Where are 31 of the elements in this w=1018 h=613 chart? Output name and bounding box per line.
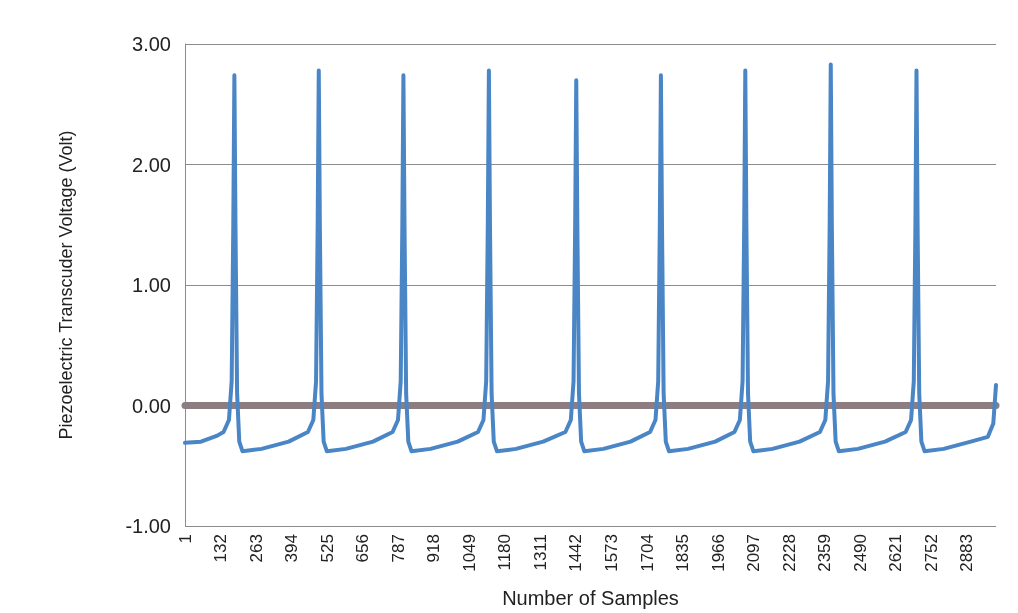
x-tick-label: 2097 [744, 534, 764, 572]
x-tick-label: 1966 [708, 534, 728, 572]
x-axis-title: Number of Samples [502, 587, 679, 609]
x-tick-label: 263 [246, 534, 266, 563]
x-tick-label: 525 [317, 534, 337, 563]
x-tick-label: 2359 [815, 534, 835, 572]
x-tick-label: 2621 [886, 534, 906, 572]
x-tick-label: 1180 [495, 534, 515, 571]
line-series [183, 62, 998, 454]
x-tick-label: 2752 [921, 534, 941, 572]
x-tick-label: 132 [211, 534, 231, 563]
x-tick-label: 1049 [459, 534, 479, 572]
y-tick-label: 0.00 [132, 394, 171, 417]
x-tick-label: 1704 [637, 534, 657, 572]
x-tick-label: 1573 [602, 534, 622, 572]
y-tick-label: 3.00 [132, 33, 171, 55]
x-tick-label: 1 [175, 534, 195, 544]
x-tick-label: 394 [282, 534, 302, 563]
y-tick-label: 1.00 [132, 274, 171, 296]
y-tick-label: -1.00 [125, 515, 171, 537]
x-tick-label: 918 [424, 534, 444, 563]
y-axis-title: Piezoelectric Transcuder Voltage (Volt) [56, 130, 76, 440]
x-tick-label: 1835 [673, 534, 693, 572]
x-tick-label: 2490 [850, 534, 870, 572]
x-tick-label: 2883 [957, 534, 977, 572]
y-tick-label: 2.00 [132, 153, 171, 176]
x-tick-label: 1311 [530, 534, 550, 571]
x-tick-label: 656 [353, 534, 373, 563]
x-tick-label: 2228 [779, 534, 799, 572]
x-tick-label: 787 [388, 534, 408, 563]
x-tick-label: 1442 [566, 534, 586, 572]
